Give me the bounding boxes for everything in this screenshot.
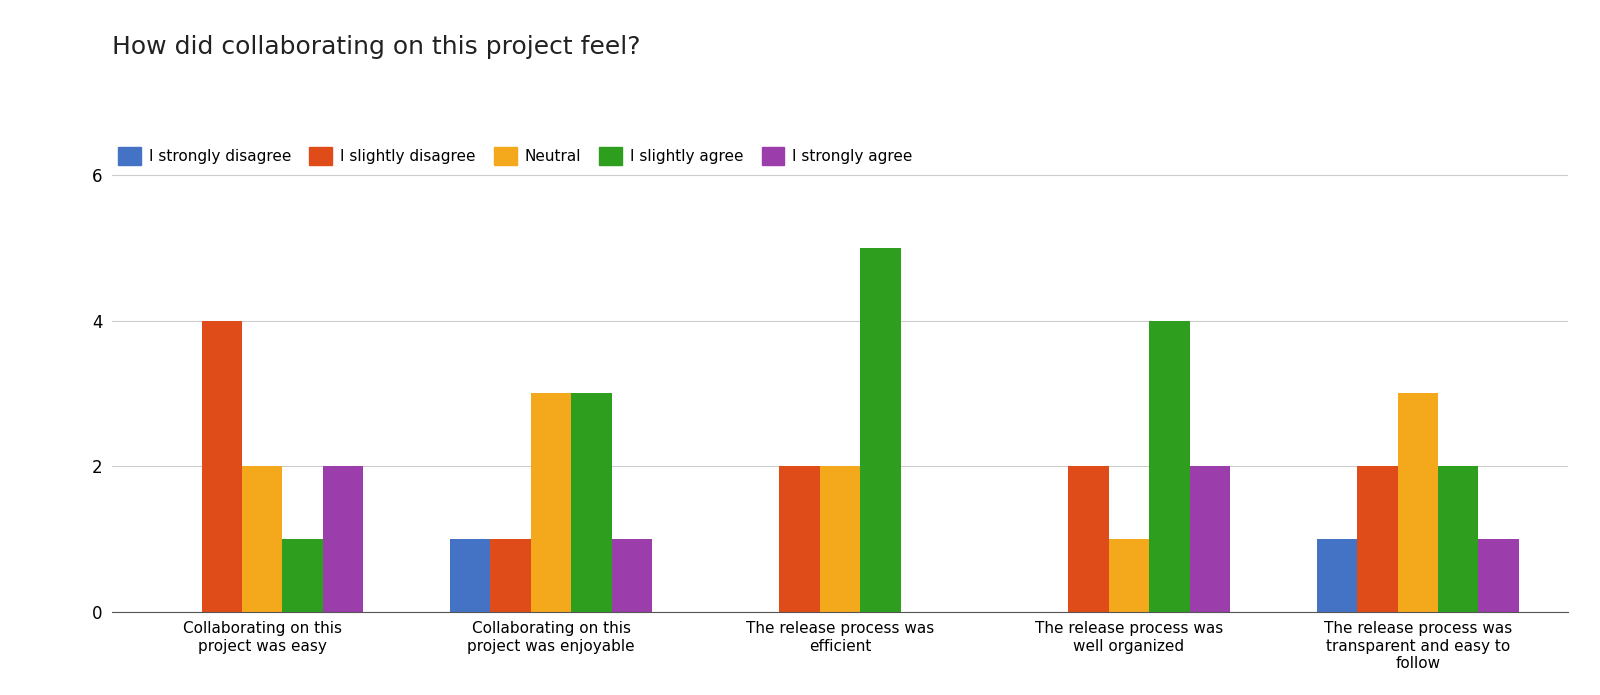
Bar xyxy=(1478,539,1518,612)
Bar xyxy=(323,466,363,612)
Bar xyxy=(1109,539,1149,612)
Text: How did collaborating on this project feel?: How did collaborating on this project fe… xyxy=(112,35,640,59)
Bar xyxy=(861,248,901,612)
Bar xyxy=(611,539,653,612)
Bar xyxy=(571,393,611,612)
Bar xyxy=(491,539,531,612)
Bar xyxy=(1357,466,1397,612)
Bar xyxy=(1317,539,1357,612)
Legend: I strongly disagree, I slightly disagree, Neutral, I slightly agree, I strongly : I strongly disagree, I slightly disagree… xyxy=(112,141,918,171)
Bar xyxy=(779,466,819,612)
Bar xyxy=(1438,466,1478,612)
Bar xyxy=(283,539,323,612)
Bar xyxy=(819,466,861,612)
Bar xyxy=(242,466,283,612)
Bar xyxy=(1189,466,1230,612)
Bar xyxy=(531,393,571,612)
Bar xyxy=(202,321,242,612)
Bar xyxy=(1069,466,1109,612)
Bar xyxy=(1397,393,1438,612)
Bar xyxy=(450,539,491,612)
Bar xyxy=(1149,321,1189,612)
